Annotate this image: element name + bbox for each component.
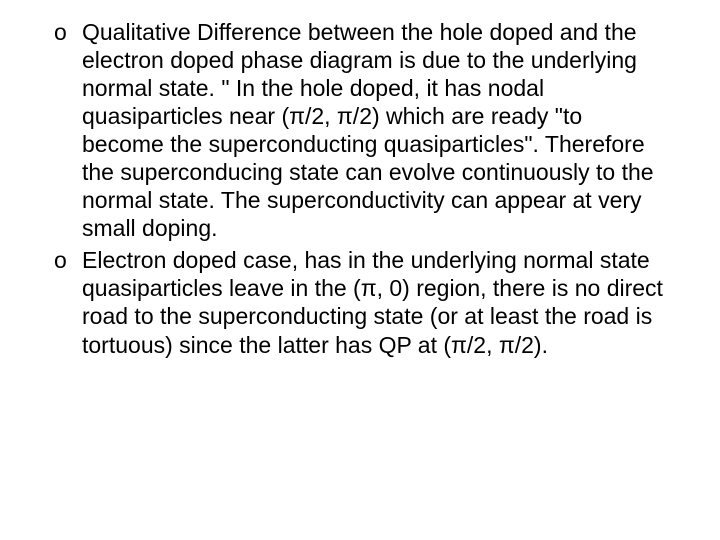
list-item: o Electron doped case, has in the underl… (54, 246, 666, 358)
list-item: o Qualitative Difference between the hol… (54, 18, 666, 242)
bullet-text: Qualitative Difference between the hole … (82, 19, 654, 241)
bullet-marker: o (54, 18, 67, 46)
slide-body: o Qualitative Difference between the hol… (0, 0, 720, 540)
bullet-text: Electron doped case, has in the underlyi… (82, 247, 663, 357)
bullet-list: o Qualitative Difference between the hol… (54, 18, 666, 359)
bullet-marker: o (54, 246, 67, 274)
